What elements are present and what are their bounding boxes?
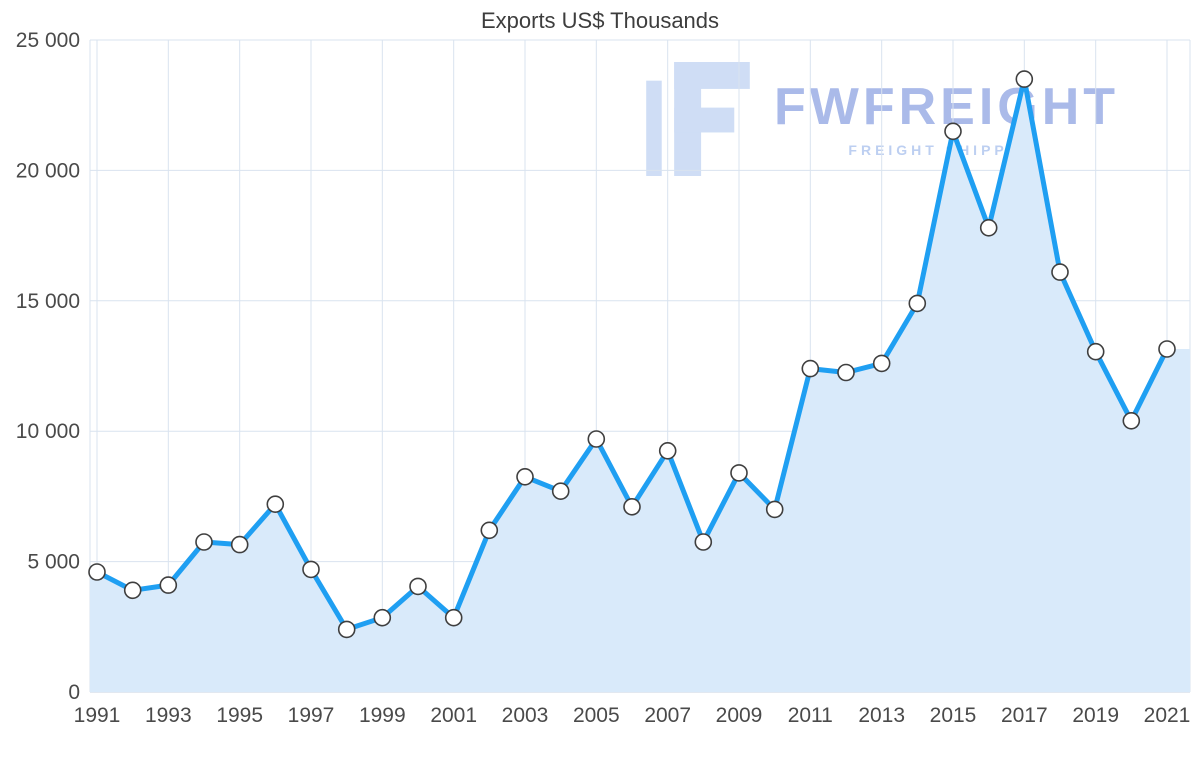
x-tick-label: 2019 <box>1072 704 1119 727</box>
watermark-text: FWFREIGHT FREIGHT SHIPPING <box>774 81 1119 158</box>
x-tick-label: 2011 <box>788 704 833 727</box>
x-tick-label: 2021 <box>1144 704 1191 727</box>
data-point-1993 <box>159 576 178 594</box>
data-point-2002 <box>480 521 499 540</box>
y-tick-label: 10 000 <box>16 420 80 443</box>
data-point-2006 <box>623 497 641 516</box>
data-point-2013 <box>872 354 891 373</box>
data-point-2011 <box>801 359 820 378</box>
data-point-2009 <box>730 464 748 482</box>
x-tick-label: 2009 <box>716 704 763 727</box>
data-point-2001 <box>444 608 463 627</box>
data-point-1994 <box>195 533 213 551</box>
fwfreight-logo-icon <box>646 62 750 176</box>
x-tick-label: 2005 <box>573 704 620 727</box>
data-point-1995 <box>230 535 249 554</box>
area-fill <box>90 79 1190 693</box>
x-tick-label: 1999 <box>359 704 406 727</box>
data-point-2019 <box>1086 342 1105 361</box>
data-point-1998 <box>337 620 356 639</box>
x-tick-label: 1991 <box>74 704 121 727</box>
watermark-brand-text: FWFREIGHT <box>774 77 1120 136</box>
data-point-2005 <box>587 430 606 448</box>
y-tick-label: 0 <box>68 681 80 704</box>
data-point-2014 <box>908 294 927 313</box>
data-point-2008 <box>694 533 713 551</box>
watermark-subtitle-text: FREIGHT SHIPPING <box>848 141 1045 158</box>
x-tick-label: 1995 <box>216 704 263 727</box>
data-point-2000 <box>409 577 427 596</box>
data-point-2010 <box>765 500 784 519</box>
data-point-markers <box>88 70 1176 639</box>
data-point-2017 <box>1015 70 1034 88</box>
data-point-2003 <box>516 467 534 486</box>
chart-title: Exports US$ Thousands <box>480 8 720 33</box>
y-tick-label: 15 000 <box>16 290 80 313</box>
x-axis-labels: 1991 1993 1995 1997 1999 2001 2003 2005 2007 2009… <box>74 704 1191 727</box>
y-axis-labels: 0 5 000 10 000 15 000 20 000 25 000 <box>16 29 80 704</box>
data-point-2012 <box>837 363 855 382</box>
data-point-2018 <box>1051 263 1069 281</box>
data-point-1991 <box>88 563 106 581</box>
data-point-2015 <box>944 122 962 141</box>
x-tick-label: 2015 <box>930 704 977 727</box>
data-point-1992 <box>123 581 142 600</box>
y-tick-label: 25 000 <box>16 29 80 52</box>
y-tick-label: 20 000 <box>16 159 80 182</box>
x-tick-label: 2001 <box>430 704 477 727</box>
x-tick-label: 2003 <box>502 704 549 727</box>
y-tick-label: 5 000 <box>27 551 80 574</box>
data-point-1999 <box>373 608 392 627</box>
watermark: FWFREIGHT FREIGHT SHIPPING <box>646 62 1119 176</box>
data-point-2020 <box>1122 411 1141 430</box>
x-tick-label: 2013 <box>858 704 905 727</box>
data-point-2021 <box>1158 340 1176 358</box>
x-tick-label: 1993 <box>145 704 192 727</box>
data-point-2004 <box>551 482 570 501</box>
x-tick-label: 1997 <box>288 704 335 727</box>
x-tick-label: 2007 <box>644 704 691 727</box>
data-point-1997 <box>302 560 320 579</box>
data-point-2007 <box>658 441 677 460</box>
data-point-2016 <box>979 219 998 237</box>
x-tick-label: 2017 <box>1001 704 1048 727</box>
data-point-1996 <box>266 495 285 514</box>
